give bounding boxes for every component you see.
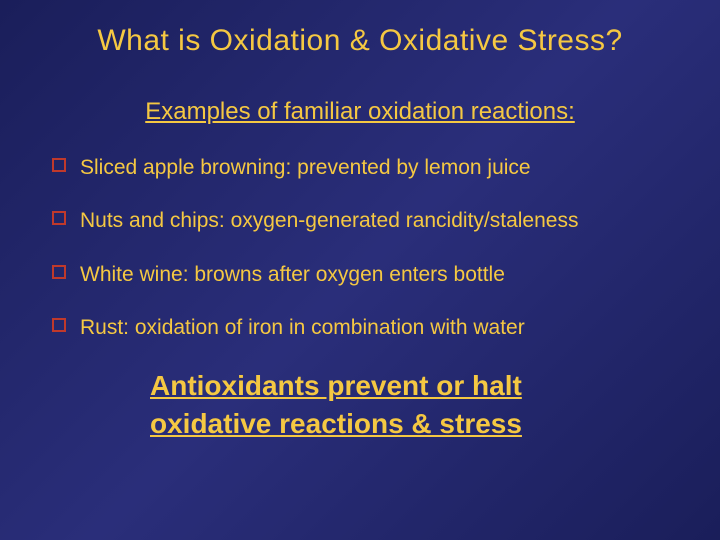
square-bullet-icon (52, 211, 66, 225)
square-bullet-icon (52, 158, 66, 172)
list-item: White wine: browns after oxygen enters b… (52, 261, 680, 288)
bullet-list: Sliced apple browning: prevented by lemo… (40, 154, 680, 341)
square-bullet-icon (52, 318, 66, 332)
conclusion-line: Antioxidants prevent or halt (150, 370, 522, 401)
slide-subtitle: Examples of familiar oxidation reactions… (40, 98, 680, 126)
bullet-text: White wine: browns after oxygen enters b… (80, 261, 505, 288)
square-bullet-icon (52, 265, 66, 279)
list-item: Rust: oxidation of iron in combination w… (52, 314, 680, 341)
conclusion-line: oxidative reactions & stress (150, 408, 522, 439)
bullet-text: Sliced apple browning: prevented by lemo… (80, 154, 531, 181)
conclusion-text: Antioxidants prevent or halt oxidative r… (150, 367, 680, 443)
bullet-text: Nuts and chips: oxygen-generated rancidi… (80, 207, 578, 234)
bullet-text: Rust: oxidation of iron in combination w… (80, 314, 525, 341)
slide-title: What is Oxidation & Oxidative Stress? (40, 24, 680, 58)
slide-container: What is Oxidation & Oxidative Stress? Ex… (0, 0, 720, 540)
list-item: Nuts and chips: oxygen-generated rancidi… (52, 207, 680, 234)
list-item: Sliced apple browning: prevented by lemo… (52, 154, 680, 181)
